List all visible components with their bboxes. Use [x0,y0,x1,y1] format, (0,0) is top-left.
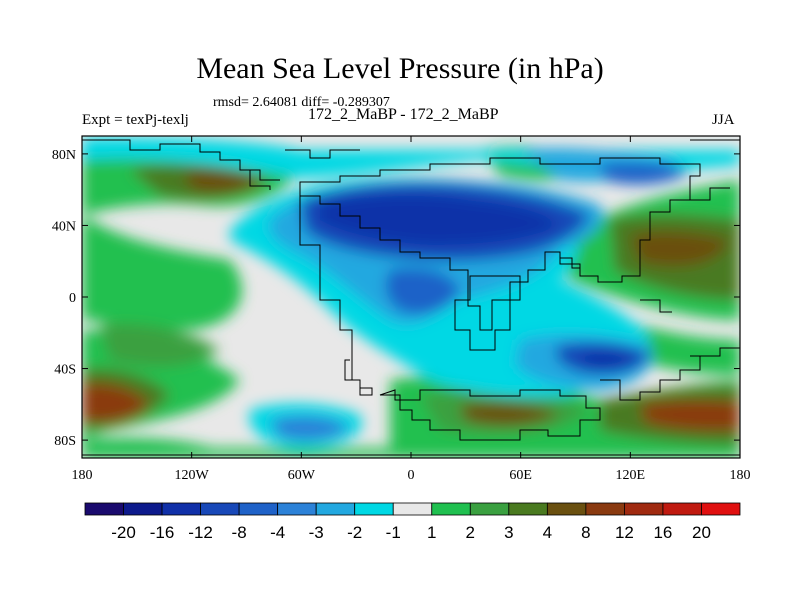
colorbar-swatch [624,502,664,516]
colorbar: -20 -16 -12 -8 -4 -3 -2 -1 1 2 3 4 8 12 16 20 [84,502,741,542]
colorbar-label: 3 [504,523,513,542]
y-axis: 80N 40N 0 40S 80S [52,148,740,449]
x-tick-label: 60W [288,468,316,483]
colorbar-swatch [315,502,356,516]
x-tick-label: 0 [408,468,415,483]
colorbar-label: -12 [188,523,213,542]
colorbar-label: 8 [581,523,590,542]
colorbar-label: 12 [615,523,634,542]
x-tick-label: 60E [509,468,532,483]
colorbar-swatch [84,502,124,516]
x-tick-label: 180 [72,468,93,483]
colorbar-swatch [508,502,548,516]
chart-title: Mean Sea Level Pressure (in hPa) [196,52,604,85]
colorbar-swatch [546,502,587,516]
y-tick-label: 40S [54,363,76,378]
colorbar-swatch [701,502,741,516]
y-tick-label: 80S [54,434,76,449]
colorbar-label: -1 [386,523,401,542]
colorbar-swatch [662,502,702,516]
colorbar-label: 20 [692,523,711,542]
colorbar-swatch [354,502,394,516]
colorbar-label: 2 [466,523,475,542]
colorbar-label: -4 [270,523,285,542]
colorbar-swatch [238,502,279,516]
y-tick-label: 0 [69,291,76,306]
stats-text: rmsd= 2.64081 diff= -0.289307 [213,95,390,110]
colorbar-swatch [123,502,163,516]
colorbar-swatch [585,502,625,516]
y-tick-label: 40N [52,219,76,234]
colorbar-label: -16 [150,523,175,542]
experiment-label: Expt = texPj-texlj [82,112,189,128]
x-tick-label: 180 [730,468,751,483]
colorbar-swatch [431,502,471,516]
x-axis: 180 120W 60W 0 60E 120E 180 [72,136,751,483]
x-tick-label: 120W [175,468,210,483]
x-tick-label: 120E [616,468,646,483]
colorbar-swatch [161,502,201,516]
colorbar-swatch [469,502,510,516]
colorbar-label: -2 [347,523,362,542]
colorbar-label: 4 [543,523,552,542]
colorbar-label: -20 [111,523,136,542]
colorbar-swatch [200,502,240,516]
colorbar-label: -8 [232,523,247,542]
y-tick-label: 80N [52,148,76,163]
colorbar-label: -3 [309,523,324,542]
colorbar-swatch [277,502,317,516]
chart-subtitle: 172_2_MaBP - 172_2_MaBP [308,106,499,123]
season-label: JJA [712,112,735,128]
colorbar-label: 16 [653,523,672,542]
colorbar-label: 1 [427,523,436,542]
colorbar-swatch [392,502,433,516]
